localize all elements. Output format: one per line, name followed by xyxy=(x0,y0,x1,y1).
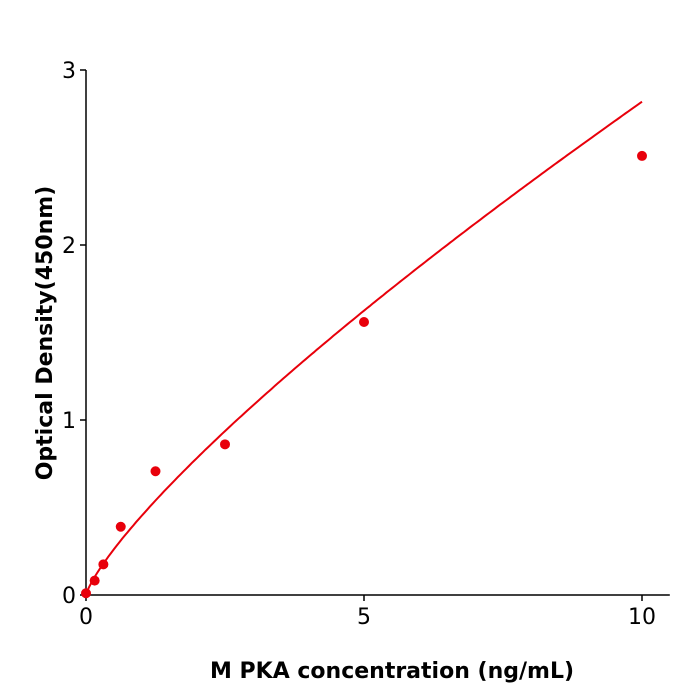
x-tick-label: 0 xyxy=(79,605,93,630)
y-tick-label: 3 xyxy=(62,59,76,84)
x-tick-label: 10 xyxy=(628,605,656,630)
data-point xyxy=(359,317,369,327)
axes: 0 5 10 0 1 2 3 xyxy=(62,59,670,630)
data-point xyxy=(115,521,126,532)
data-points xyxy=(81,150,647,599)
data-point xyxy=(150,466,161,477)
data-point xyxy=(89,575,100,586)
data-point xyxy=(637,150,647,161)
y-axis-label: Optical Density(450nm) xyxy=(33,186,58,481)
data-point xyxy=(220,439,230,450)
fit-curve xyxy=(85,100,643,596)
x-tick-label: 5 xyxy=(357,605,371,630)
y-tick-label: 0 xyxy=(62,584,76,609)
data-point xyxy=(81,588,91,599)
y-tick-label: 1 xyxy=(62,409,76,434)
x-axis-label: M PKA concentration (ng/mL) xyxy=(210,659,574,684)
data-point xyxy=(98,559,109,570)
y-tick-label: 2 xyxy=(62,234,76,259)
fit-curve-layer xyxy=(85,100,643,596)
